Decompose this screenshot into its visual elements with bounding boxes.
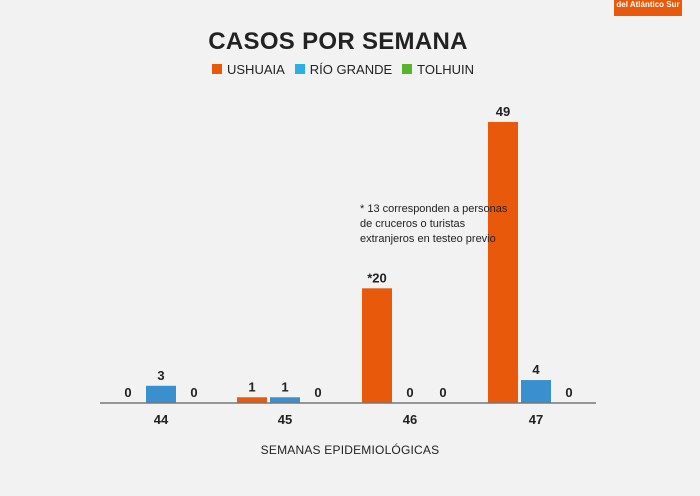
x-tick-label-45: 45	[278, 412, 292, 427]
bar-ushuaia-46	[362, 288, 392, 403]
chart-title: CASOS POR SEMANA	[208, 28, 468, 55]
legend-label-tolhuin: TOLHUIN	[417, 61, 474, 77]
data-label-rio-grande-46: 0	[406, 385, 413, 400]
legend-swatch-tolhuin	[402, 64, 413, 74]
data-label-ushuaia-45: 1	[248, 379, 255, 394]
data-label-tolhuin-45: 0	[314, 385, 321, 400]
legend-swatch-ushuaia	[212, 64, 222, 74]
legend-item-rio-grande: RÍO GRANDE	[294, 61, 393, 77]
bar-ushuaia-45	[237, 397, 267, 403]
x-tick-label-46: 46	[403, 412, 417, 427]
legend-item-ushuaia: USHUAIA	[212, 62, 285, 77]
bar-rio-grande-45	[270, 397, 300, 403]
data-label-tolhuin-44: 0	[190, 385, 197, 400]
legend-swatch-rio-grande	[294, 64, 305, 74]
bar-rio-grande-44	[146, 385, 176, 403]
bar-ushuaia-47	[488, 122, 518, 403]
data-label-ushuaia-44: 0	[124, 385, 131, 400]
data-label-rio-grande-44: 3	[157, 368, 164, 383]
legend-label-ushuaia: USHUAIA	[227, 61, 285, 77]
legend-item-tolhuin: TOLHUIN	[402, 62, 474, 77]
x-tick-label-47: 47	[529, 412, 543, 427]
x-tick-label-44: 44	[154, 412, 169, 427]
data-label-rio-grande-45: 1	[281, 379, 288, 394]
x-axis-title: SEMANAS EPIDEMIOLÓGICAS	[260, 443, 440, 457]
bar-rio-grande-47	[521, 380, 551, 403]
data-label-ushuaia-47: 49	[496, 104, 510, 119]
data-label-tolhuin-47: 0	[565, 385, 572, 400]
data-label-rio-grande-47: 4	[532, 362, 540, 377]
data-label-tolhuin-46: 0	[439, 385, 446, 400]
brand-badge: del Atlántico Sur	[614, 0, 682, 16]
legend: USHUAIA RÍO GRANDE TOLHUIN	[212, 60, 474, 78]
chart-annotation: * 13 corresponden a personas de cruceros…	[360, 203, 508, 245]
legend-label-rio-grande: RÍO GRANDE	[309, 61, 393, 77]
data-label-ushuaia-46: *20	[367, 270, 387, 285]
